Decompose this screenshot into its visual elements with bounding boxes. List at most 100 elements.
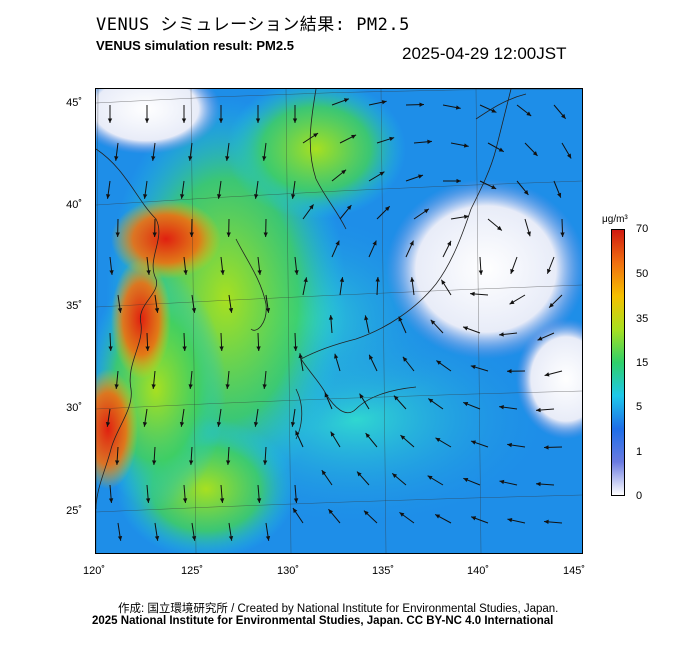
wind-arrow-head [400, 435, 406, 440]
wind-arrow-head [510, 268, 515, 274]
wind-arrow-head [351, 134, 357, 139]
colorbar-tick-70: 70 [636, 223, 649, 235]
wind-arrow-head [544, 372, 550, 377]
wind-arrow-head [410, 277, 415, 282]
wind-arrow-head [180, 194, 185, 199]
wind-arrow-head [560, 232, 565, 237]
wind-arrow-head [293, 346, 298, 351]
timestamp: 2025-04-29 12:00JST [402, 44, 567, 63]
wind-arrow-head [549, 302, 554, 308]
lon-label-145: 145˚ [562, 565, 586, 577]
wind-arrow-head [463, 326, 469, 331]
wind-arrow-head [146, 270, 151, 275]
wind-arrow-head [497, 225, 502, 231]
wind-arrow-head [363, 510, 369, 516]
wind-arrow-head [254, 194, 259, 199]
wind-arrow-head [303, 277, 308, 283]
wind-arrow-head [108, 498, 114, 503]
wind-arrow-head [321, 470, 327, 476]
wind-arrow-head [324, 392, 329, 398]
wind-arrow-head [389, 136, 395, 142]
wind-arrow-head [364, 315, 369, 321]
wind-arrow-head [339, 277, 345, 282]
wind-arrow-head [182, 498, 188, 503]
wind-arrow-head [115, 232, 120, 237]
wind-arrow-head [436, 360, 442, 365]
wind-arrow-head [369, 354, 374, 360]
wind-arrow-head [507, 442, 512, 448]
colorbar-tick-5: 5 [636, 401, 643, 413]
wind-arrow-head [334, 353, 339, 359]
wind-arrow-head [499, 479, 505, 485]
wind-arrow-head [219, 346, 224, 351]
wind-arrow-head [341, 169, 347, 175]
wind-arrow-head [463, 214, 469, 220]
wind-arrow-head [226, 232, 231, 237]
colorbar-tick-15: 15 [636, 357, 649, 369]
wind-arrow-head [499, 405, 504, 410]
wind-arrow-head [151, 460, 157, 465]
wind-arrow-head [220, 270, 225, 275]
wind-arrow-head [463, 402, 469, 407]
wind-arrow-head [298, 353, 303, 359]
wind-arrow-head [179, 422, 185, 427]
lon-label-140: 140˚ [466, 565, 490, 577]
lat-label-35: 35˚ [66, 300, 82, 312]
wind-arrow-head [463, 477, 469, 482]
wind-arrow-head [346, 205, 352, 210]
wind-arrow-head [428, 398, 434, 403]
wind-arrow-head [463, 143, 469, 148]
wind-arrow-head [357, 471, 362, 477]
wind-arrow-head [291, 194, 296, 199]
wind-arrow-head [262, 460, 268, 465]
credit-jp: 作成: 国立環境研究所 / Created by National Instit… [118, 603, 559, 615]
wind-vectors [105, 98, 572, 541]
wind-arrow-head [154, 536, 160, 541]
wind-arrow-head [151, 384, 156, 389]
wind-arrow-head [217, 194, 222, 199]
wind-arrow-head [419, 102, 424, 107]
wind-arrow-head [328, 509, 334, 515]
wind-arrow-head [183, 270, 188, 275]
wind-arrow-head [313, 133, 319, 138]
wind-arrow-head [188, 156, 193, 161]
wind-arrow-head [566, 153, 572, 159]
wind-arrow-head [145, 498, 151, 503]
wind-arrow-head [557, 192, 562, 198]
wind-arrow-head [544, 445, 549, 450]
wind-arrow-head [398, 316, 403, 322]
wind-arrow-head [441, 279, 446, 285]
wind-arrow-head [107, 118, 113, 123]
wind-arrow-head [117, 308, 123, 313]
wind-arrow-head [561, 113, 566, 119]
colorbar-tick-50: 50 [636, 268, 649, 280]
pm25-map[interactable] [95, 88, 583, 554]
wind-arrow-head [257, 270, 262, 275]
wind-arrow-head [255, 118, 261, 123]
wind-arrow-head [144, 118, 150, 123]
wind-arrow-head [427, 139, 432, 144]
wind-arrow-head [145, 346, 150, 351]
wind-arrow-head [536, 407, 541, 413]
wind-arrow-head [471, 516, 477, 521]
wind-arrow-head [216, 422, 222, 427]
colorbar [611, 229, 625, 496]
wind-arrow-head [114, 384, 119, 389]
wind-arrow-head [290, 422, 296, 427]
wind-arrow-head [292, 508, 298, 514]
wind-arrow-head [435, 514, 441, 519]
wind-arrow-head [109, 270, 114, 275]
wind-arrow-head [114, 156, 119, 161]
page-title-en: VENUS simulation result: PM2.5 [96, 38, 294, 53]
wind-arrow-head [402, 356, 408, 362]
wind-arrow-head [430, 319, 436, 325]
wind-arrow-head [181, 118, 187, 123]
wind-arrow-head [359, 393, 364, 399]
wind-arrow-head [328, 315, 334, 320]
wind-arrow-head [393, 395, 399, 401]
lon-label-130: 130˚ [276, 565, 300, 577]
wind-arrow-head [365, 433, 371, 438]
wind-arrow-head [228, 308, 234, 313]
wind-arrow-head [372, 240, 377, 246]
page-title-jp: VENUS シミュレーション結果: PM2.5 [96, 15, 410, 35]
